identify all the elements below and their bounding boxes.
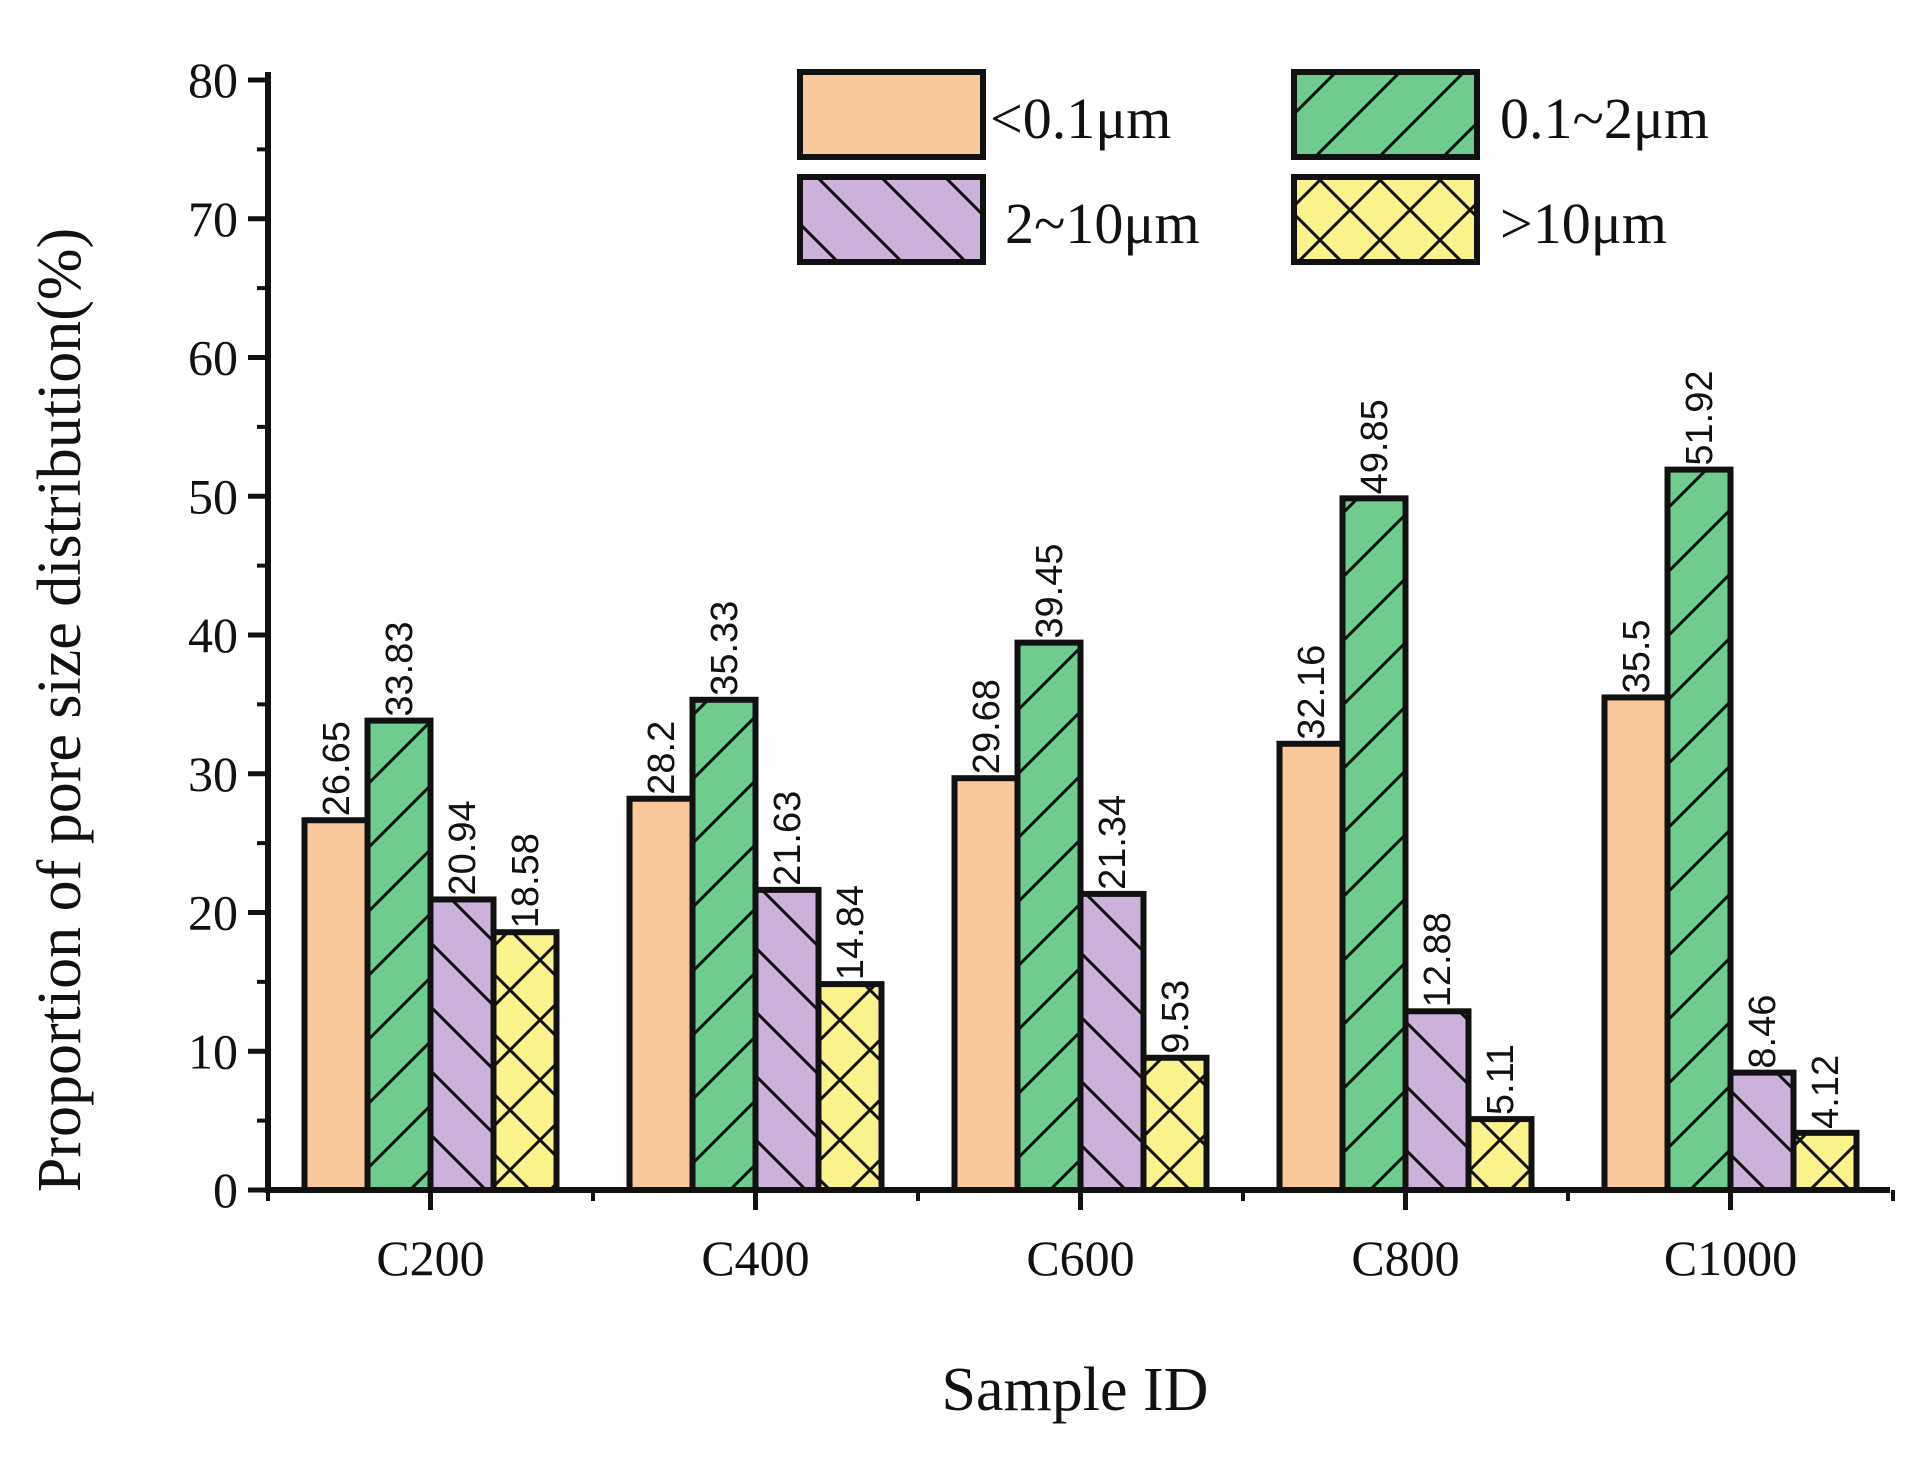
legend: <0.1μm 0.1~2μm 2~10μm >10μm [797,69,1709,265]
data-label-c200-s2: 20.94 [442,800,484,895]
y-tick-label-40: 40 [188,607,238,663]
legend-swatch-s0 [797,69,986,160]
y-tick-label-0: 0 [213,1162,238,1218]
data-label-c800-s2: 12.88 [1417,912,1459,1007]
bar-hatch-c200-s2 [430,899,494,1190]
y-tick-label-80: 80 [188,52,238,108]
legend-label-s2: 2~10μm [1005,191,1200,256]
bar-hatch-c1000-s2 [1730,1072,1794,1190]
bar-hatch-c600-s2 [1080,893,1144,1190]
data-label-c400-s2: 21.63 [767,791,809,886]
bar-hatch-c200-s1 [367,720,431,1190]
data-label-c600-s1: 39.45 [1029,544,1071,639]
legend-label-s1: 0.1~2μm [1500,86,1709,151]
x-axis-title: Sample ID [942,1356,1209,1424]
bar-c1000-s0 [1601,694,1671,1193]
bar-hatch-c800-s2 [1405,1011,1469,1190]
data-label-c1000-s0: 35.5 [1616,619,1658,693]
bar-hatch-c1000-s3 [1793,1132,1857,1190]
legend-label-s3: >10μm [1500,191,1667,256]
data-label-c400-s3: 14.84 [830,885,872,980]
bar-hatch-c1000-s1 [1667,469,1731,1190]
y-tick-label-50: 50 [188,468,238,524]
y-tick-label-20: 20 [188,885,238,941]
bar-c400-s0 [626,795,696,1193]
data-label-c800-s3: 5.11 [1480,1044,1522,1115]
bar-hatch-c400-s3 [818,984,882,1190]
x-tick-label-c400: C400 [701,1230,809,1286]
y-axis-title: Proportion of pore size distribution(%) [26,228,94,1192]
y-tick-label-60: 60 [188,330,238,386]
data-label-c200-s0: 26.65 [316,721,358,816]
data-label-c400-s1: 35.33 [704,601,746,696]
bar-c600-s0 [951,775,1021,1193]
data-label-c200-s3: 18.58 [505,833,547,928]
legend-swatch-hatch-s3 [1294,177,1477,262]
data-label-c800-s0: 32.16 [1291,645,1333,740]
data-label-c1000-s2: 8.46 [1742,995,1784,1069]
x-tick-label-c200: C200 [376,1230,484,1286]
x-tick-label-c1000: C1000 [1664,1230,1797,1286]
legend-label-s0: <0.1μm [990,86,1171,151]
legend-swatch-hatch-s1 [1294,72,1477,157]
bar-hatch-c800-s1 [1342,498,1406,1190]
bar-hatch-c800-s3 [1468,1119,1532,1190]
data-label-c400-s0: 28.2 [641,721,683,795]
x-tick-label-c800: C800 [1351,1230,1459,1286]
legend-swatch-hatch-s2 [800,177,983,262]
y-tick-label-70: 70 [188,191,238,247]
bar-c200-s0 [301,817,371,1193]
bar-hatch-c600-s1 [1017,642,1081,1190]
plot-area: 26.65 33.83 20.94 18.58 28.2 35.33 21.63 14.84 2… [188,52,1895,1286]
y-tick-label-10: 10 [188,1023,238,1079]
y-tick-label-30: 30 [188,746,238,802]
data-label-c1000-s1: 51.92 [1679,371,1721,466]
bar-hatch-c200-s3 [493,932,557,1190]
bar-hatch-c400-s1 [692,699,756,1190]
data-label-c1000-s3: 4.12 [1805,1055,1847,1129]
data-label-c800-s1: 49.85 [1354,399,1396,494]
data-label-c600-s0: 29.68 [966,679,1008,774]
bar-hatch-c600-s3 [1143,1057,1207,1190]
data-label-c600-s2: 21.34 [1092,795,1134,890]
x-tick-label-c600: C600 [1026,1230,1134,1286]
bar-hatch-c400-s2 [755,889,819,1190]
bar-c800-s0 [1276,740,1346,1194]
data-label-c600-s3: 9.53 [1155,980,1197,1054]
data-label-c200-s1: 33.83 [379,622,421,717]
